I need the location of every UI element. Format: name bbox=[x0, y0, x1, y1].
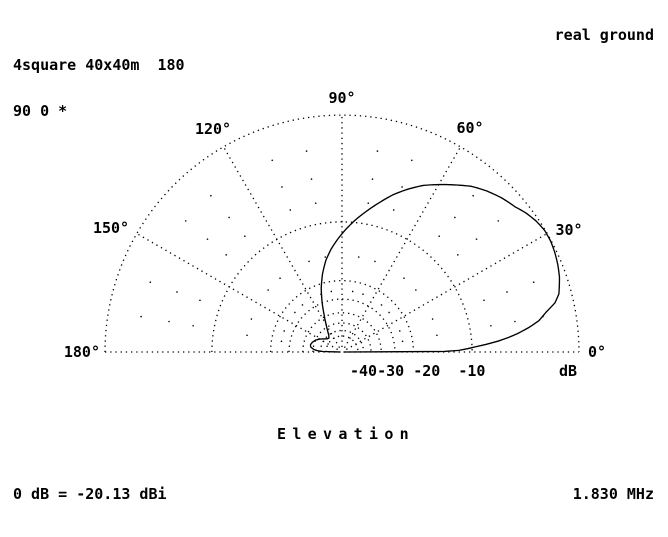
grid-dot bbox=[192, 324, 194, 327]
grid-dot bbox=[140, 315, 142, 318]
angle-label-0: 0° bbox=[588, 343, 606, 361]
grid-dot bbox=[403, 277, 405, 279]
grid-dot bbox=[168, 320, 170, 323]
grid-dot bbox=[472, 194, 474, 197]
grid-dot bbox=[362, 293, 364, 296]
grid-dot bbox=[401, 340, 404, 343]
grid-dot bbox=[279, 277, 281, 279]
grid-dot bbox=[199, 299, 201, 302]
grid-dot bbox=[506, 291, 508, 293]
grid-dot bbox=[380, 304, 383, 306]
header-antenna-info: 4square 40x40m 180 90 0 * bbox=[13, 28, 185, 150]
grid-dot bbox=[415, 289, 417, 291]
db-ring--10 bbox=[211, 221, 473, 353]
grid-dot bbox=[176, 291, 178, 293]
grid-dot bbox=[294, 311, 296, 314]
grid-dot bbox=[431, 318, 434, 320]
grid-dot bbox=[454, 216, 456, 219]
grid-dot bbox=[308, 260, 310, 263]
grid-dot bbox=[228, 216, 230, 219]
grid-dot bbox=[301, 304, 304, 306]
grid-dot bbox=[497, 220, 500, 222]
grid-dot bbox=[532, 281, 535, 284]
grid-dot bbox=[250, 318, 253, 320]
grid-dot bbox=[289, 209, 292, 211]
angle-label-150: 150° bbox=[93, 219, 129, 237]
grid-dot bbox=[184, 220, 187, 222]
grid-dot bbox=[351, 290, 354, 293]
grid-dot bbox=[401, 186, 403, 188]
axis-title: Elevation bbox=[277, 425, 415, 443]
grid-dot bbox=[271, 159, 274, 162]
pattern-cursor-info: 90 0 * bbox=[13, 102, 68, 120]
grid-dot bbox=[283, 330, 286, 332]
outer-ring bbox=[104, 114, 580, 353]
frequency-label: 1.830 MHz bbox=[572, 485, 654, 503]
grid-dot bbox=[310, 178, 313, 180]
pattern-curve bbox=[309, 183, 561, 353]
grid-dot bbox=[324, 256, 327, 258]
grid-dot bbox=[244, 235, 246, 238]
angle-label-180: 180° bbox=[64, 343, 100, 361]
grid-dot bbox=[514, 320, 516, 323]
grid-dot bbox=[410, 159, 413, 162]
db-scale-labels: -40-30 -20 -10 bbox=[350, 362, 485, 380]
grid-dot bbox=[374, 260, 376, 263]
ground-type-label: real ground bbox=[554, 26, 654, 44]
grid-dot bbox=[330, 290, 333, 293]
angle-label-90: 90° bbox=[328, 89, 355, 107]
db-ring--40 bbox=[319, 329, 365, 353]
grid-dot bbox=[388, 311, 390, 314]
grid-dot bbox=[280, 340, 283, 343]
normalization-label: 0 dB = -20.13 dBi bbox=[13, 485, 167, 503]
grid-dot bbox=[438, 235, 440, 238]
grid-dot bbox=[436, 334, 438, 337]
db-unit-label: dB bbox=[559, 362, 577, 380]
grid-dot bbox=[483, 299, 485, 302]
grid-dot bbox=[210, 194, 212, 197]
db-ring--45 bbox=[325, 335, 359, 353]
angle-radial-60 bbox=[343, 146, 462, 348]
grid-dot bbox=[246, 334, 248, 337]
grid-dot bbox=[398, 330, 401, 332]
grid-dot bbox=[371, 178, 374, 180]
grid-dot bbox=[475, 238, 478, 240]
grid-dot bbox=[314, 202, 317, 204]
antenna-title: 4square 40x40m 180 bbox=[13, 56, 185, 74]
db-ring--35 bbox=[312, 322, 372, 353]
angle-label-120: 120° bbox=[195, 120, 231, 138]
angle-radial-120 bbox=[222, 146, 341, 348]
grid-dot bbox=[357, 256, 360, 258]
angle-radial-30 bbox=[346, 232, 548, 351]
grid-dot bbox=[281, 186, 283, 188]
angle-label-60: 60° bbox=[456, 119, 483, 137]
grid-dot bbox=[367, 202, 370, 204]
grid-dot bbox=[305, 150, 308, 152]
grid-dot bbox=[456, 254, 459, 256]
grid-dot bbox=[206, 238, 209, 240]
grid-dot bbox=[392, 209, 395, 211]
grid-dot bbox=[376, 150, 379, 152]
angle-label-30: 30° bbox=[555, 221, 582, 239]
grid-dot bbox=[490, 324, 492, 327]
grid-dot bbox=[225, 254, 228, 256]
grid-dot bbox=[267, 289, 269, 291]
angle-radial-150 bbox=[136, 232, 338, 351]
grid-dot bbox=[149, 281, 152, 284]
